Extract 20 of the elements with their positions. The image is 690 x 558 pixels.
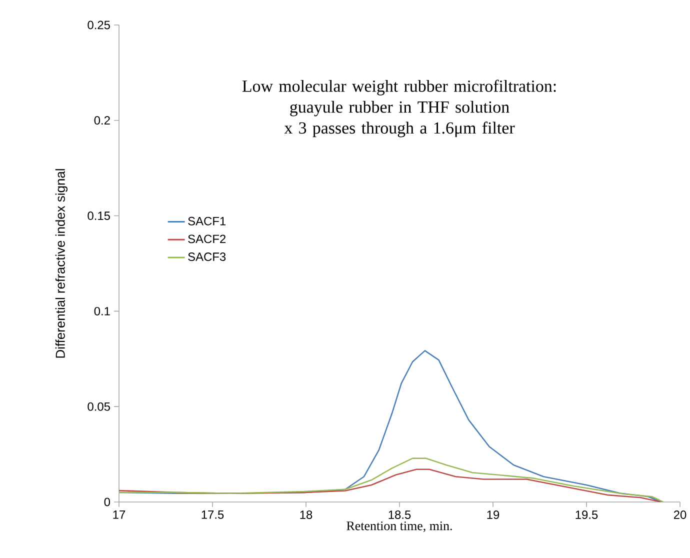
x-tick-label: 18.5: [388, 510, 411, 519]
legend-label: SACF3: [188, 252, 226, 261]
x-tick-label: 19.5: [576, 510, 598, 519]
line-series: [119, 458, 664, 502]
x-tick-label: 18: [300, 510, 312, 519]
y-tick-label: 0: [104, 498, 110, 506]
legend-label: SACF1: [188, 216, 226, 226]
y-tick-label: 0.1: [94, 306, 110, 316]
y-tick-label: 0.2: [94, 116, 110, 125]
x-tick-label: 19: [487, 510, 500, 519]
legend-label: SACF2: [188, 234, 226, 244]
x-tick-label: 20: [674, 510, 686, 519]
x-tick-label: 17.5: [202, 510, 224, 519]
y-axis-title: Differential refractive index signal: [55, 169, 68, 358]
x-tick-label: 17: [113, 510, 126, 519]
y-tick-label: 0.15: [88, 212, 110, 220]
x-axis-title: Retention time, min.: [346, 522, 452, 532]
text: Low molecular weight rubber microfiltration: guayule rubber in THF solution x 3 passes through a 1.6μm filter: [242, 80, 556, 138]
y-tick-label: 0.25: [88, 20, 110, 30]
y-tick-label: 0.05: [88, 402, 110, 411]
